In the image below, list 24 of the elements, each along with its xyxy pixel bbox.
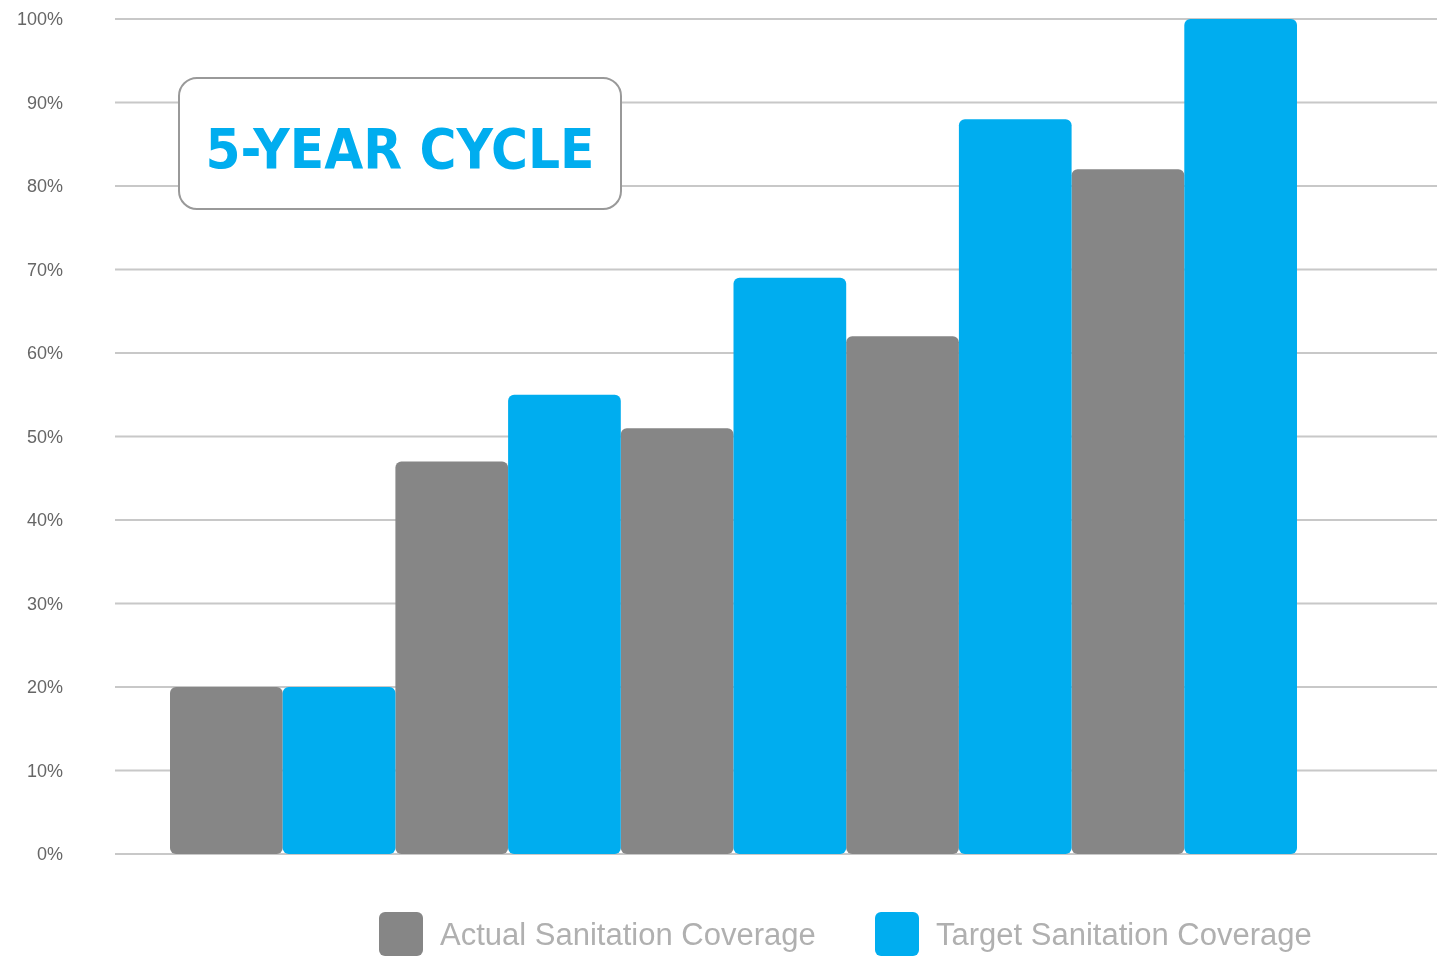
bar	[733, 277, 847, 854]
legend-label: Actual Sanitation Coverage	[440, 916, 816, 952]
y-tick-label: 70%	[26, 259, 63, 280]
y-tick-label: 20%	[26, 677, 63, 698]
bar	[282, 687, 396, 854]
y-tick-label: 10%	[26, 760, 63, 781]
bar	[620, 428, 734, 854]
y-tick-label: 0%	[36, 844, 63, 865]
bar	[846, 336, 959, 854]
y-tick-label: 50%	[26, 426, 63, 447]
y-tick-label: 60%	[26, 343, 63, 364]
y-tick-label: 40%	[26, 510, 63, 531]
y-tick-label: 90%	[26, 92, 63, 113]
bar	[395, 461, 509, 854]
bar	[958, 119, 1072, 854]
y-tick-label: 100%	[16, 9, 63, 30]
text: 5-YEAR CYCLE	[205, 115, 595, 181]
y-tick-label: 30%	[26, 593, 63, 614]
bar	[1071, 169, 1185, 854]
bar	[508, 394, 621, 854]
legend-label: Target Sanitation Coverage	[936, 916, 1312, 952]
y-tick-label: 80%	[26, 176, 63, 197]
bar	[170, 687, 283, 854]
bar	[1184, 19, 1297, 854]
